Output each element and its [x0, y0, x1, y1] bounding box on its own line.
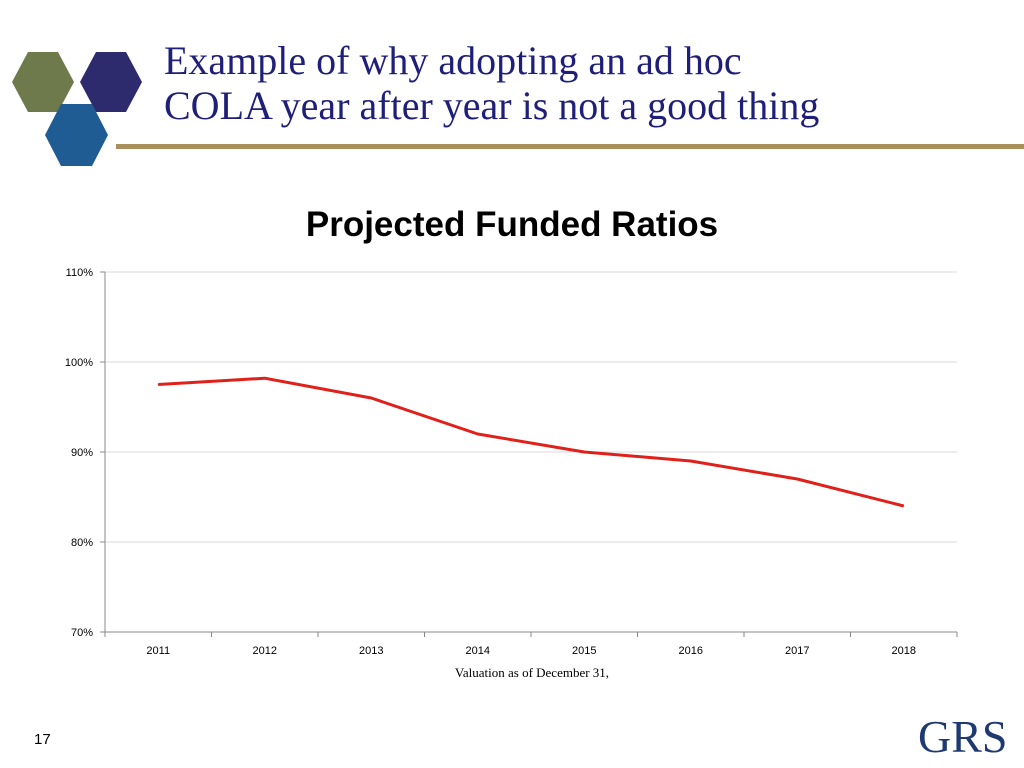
blue-hexagon	[45, 104, 108, 166]
data-point	[477, 433, 479, 435]
title-divider	[116, 144, 1024, 149]
data-point	[157, 384, 159, 385]
data-point	[370, 397, 372, 399]
series-line	[158, 376, 905, 508]
slide-title-line1: Example of why adopting an ad hoc	[164, 38, 742, 83]
data-point	[690, 460, 692, 462]
y-tick-label: 70%	[71, 627, 93, 639]
x-tick-label: 2018	[892, 645, 916, 657]
chart-title: Projected Funded Ratios	[305, 205, 719, 244]
brand-logo-text: GRS	[918, 711, 1008, 762]
y-tick-label: 100%	[65, 357, 93, 369]
slide-title: Example of why adopting an ad hoc COLA y…	[164, 38, 1014, 128]
x-tick-label: 2014	[466, 645, 490, 657]
page-number: 17	[34, 731, 51, 748]
data-point	[264, 377, 266, 379]
purple-hexagon	[80, 52, 142, 112]
logo-hexagons	[12, 52, 142, 166]
x-tick-label: 2017	[785, 645, 809, 657]
x-tick-label: 2013	[359, 645, 383, 657]
y-tick-label: 90%	[71, 447, 93, 459]
olive-hexagon	[12, 52, 74, 112]
y-tick-label: 80%	[71, 537, 93, 549]
data-point	[903, 505, 905, 507]
funded-ratio-chart: 70% 80% 90% 100% 110% 2011 2012 2013 2014 2015 201…	[65, 267, 958, 680]
x-tick-label: 2011	[146, 645, 170, 657]
x-tick-label: 2016	[679, 645, 703, 657]
x-tick-label: 2012	[253, 645, 277, 657]
x-tick-label: 2015	[572, 645, 596, 657]
y-tick-label: 110%	[66, 267, 94, 279]
data-point	[583, 451, 585, 453]
slide-title-line2: COLA year after year is not a good thing	[164, 83, 820, 128]
data-point	[796, 478, 798, 480]
x-axis-label: Valuation as of December 31,	[455, 665, 609, 680]
